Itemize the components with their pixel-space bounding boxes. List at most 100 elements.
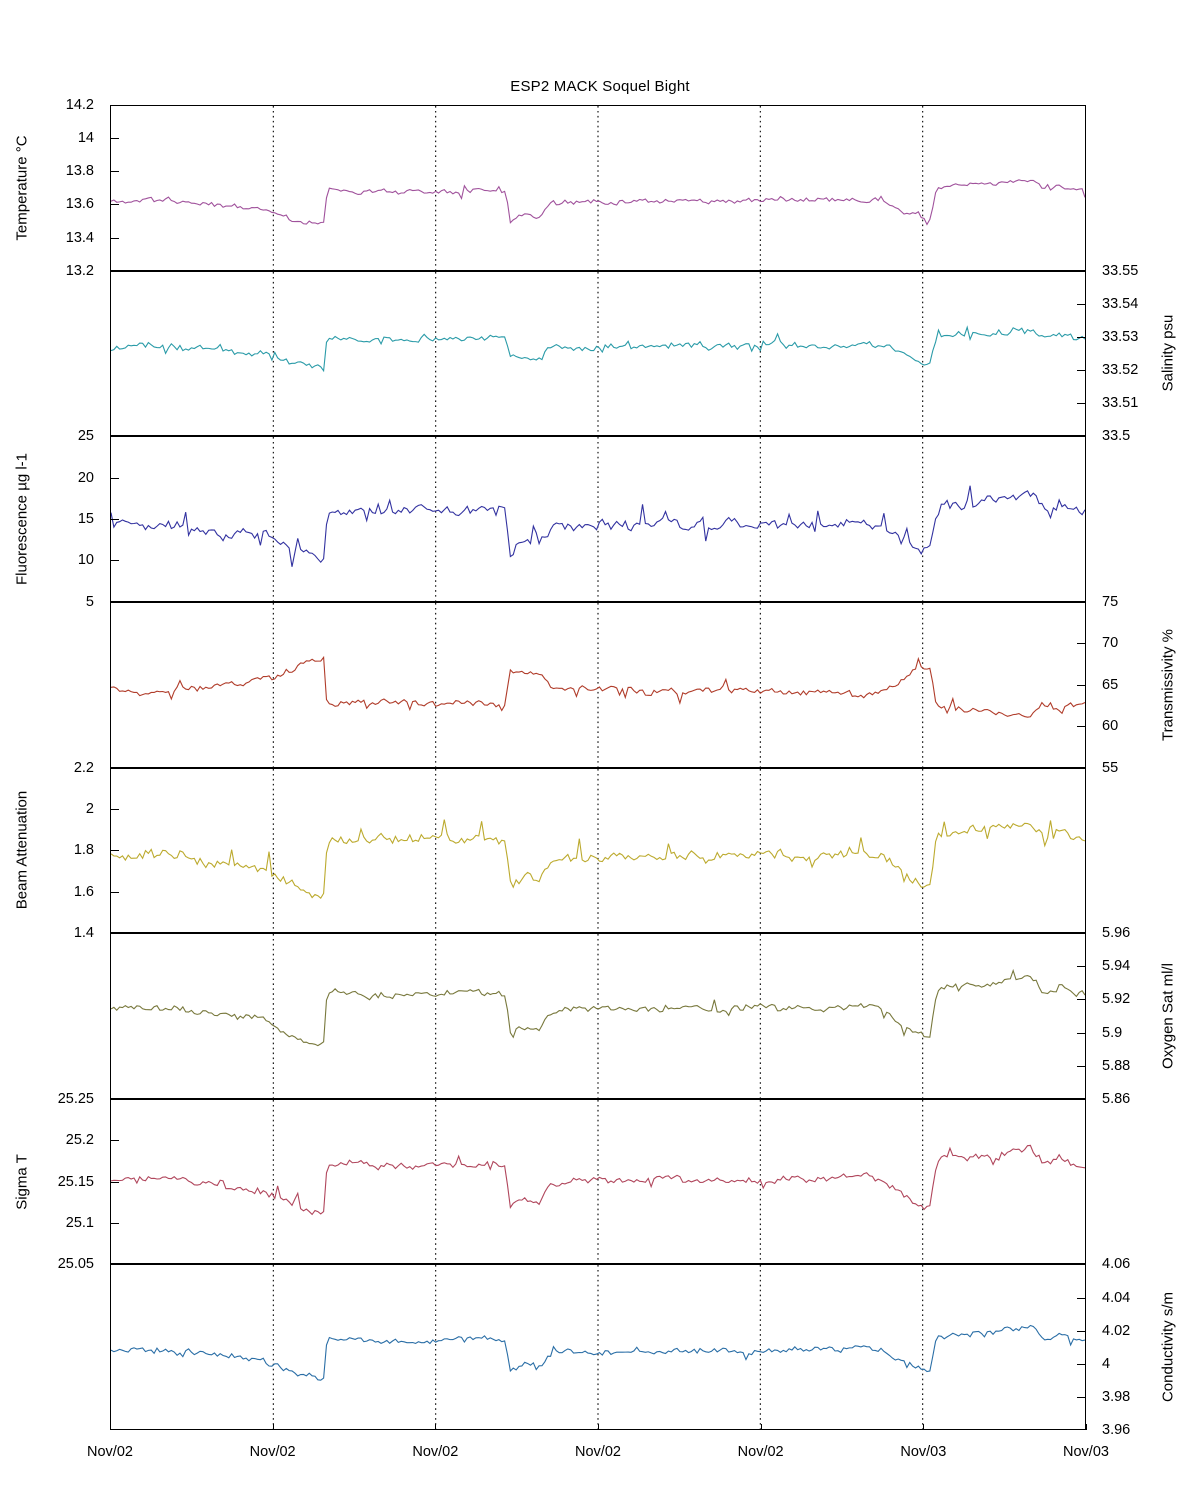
y-tick-label: 33.5 (1102, 428, 1131, 445)
y-tick-label: 33.54 (1102, 295, 1139, 312)
y-tick-label: 33.55 (1102, 262, 1139, 279)
y-tickmark (111, 1222, 119, 1224)
axis-title-beam_attenuation: Beam Attenuation (13, 791, 31, 910)
x-tickmark (110, 1424, 111, 1430)
x-tickmark (598, 1424, 599, 1430)
panel-temperature (110, 105, 1086, 271)
y-tick-label: 15 (77, 511, 94, 528)
series-conductivity (111, 1326, 1085, 1381)
series-transmissivity (111, 657, 1085, 717)
series-sigma_t (111, 1145, 1085, 1214)
y-tick-label: 13.4 (65, 229, 94, 246)
y-tickmark (1077, 403, 1085, 405)
panel-fluorescence (110, 436, 1086, 602)
y-tickmark (1077, 684, 1085, 686)
y-tickmark (1077, 1032, 1085, 1034)
y-tick-label: 1.8 (73, 842, 94, 859)
x-tick-label: Nov/02 (575, 1444, 621, 1460)
series-fluorescence (111, 486, 1085, 567)
y-tick-label: 5.86 (1102, 1090, 1131, 1107)
y-tickmark (1077, 966, 1085, 968)
y-tick-label: 25.1 (65, 1214, 94, 1231)
page-title: ESP2 MACK Soquel Bight (510, 78, 690, 95)
y-tick-label: 13.8 (65, 163, 94, 180)
panel-sigma_t (110, 1098, 1086, 1265)
axis-title-fluorescence: Fluorescence µg l-1 (13, 453, 31, 586)
y-tick-label: 75 (1102, 593, 1119, 610)
y-tick-label: 4.06 (1102, 1256, 1131, 1273)
y-tick-label: 33.53 (1102, 328, 1139, 345)
y-tick-label: 13.6 (65, 196, 94, 213)
y-tickmark (1077, 1396, 1085, 1398)
y-tickmark (111, 237, 119, 239)
x-tickmark (272, 1424, 274, 1430)
y-tickmark (111, 519, 119, 521)
y-tickmark (1077, 336, 1085, 338)
x-tick-label: Nov/02 (412, 1444, 459, 1460)
x-tick-label: Nov/03 (900, 1444, 947, 1460)
axis-title-salinity: Salinity psu (1159, 315, 1177, 392)
y-tick-label: 4 (1102, 1355, 1111, 1372)
y-tick-label: 20 (77, 469, 94, 486)
y-tick-label: 25.05 (57, 1256, 94, 1273)
axis-title-temperature: Temperature °C (13, 135, 31, 241)
axis-title-conductivity: Conductivity s/m (1159, 1292, 1177, 1403)
y-tickmark (1077, 726, 1085, 728)
y-tick-label: 1.6 (73, 883, 94, 900)
y-tickmark (111, 477, 119, 479)
y-tick-label: 25 (77, 428, 94, 445)
y-tick-label: 60 (1102, 718, 1119, 735)
y-tick-label: 70 (1102, 635, 1119, 652)
series-temperature (111, 180, 1085, 225)
y-tickmark (111, 808, 119, 810)
y-tick-label: 25.15 (57, 1173, 94, 1190)
y-tickmark (1077, 303, 1085, 305)
y-tick-label: 55 (1102, 759, 1119, 776)
y-tickmark (1077, 999, 1085, 1001)
y-tickmark (1077, 1330, 1085, 1332)
x-tickmark (1086, 1424, 1087, 1430)
panel-beam_attenuation (110, 767, 1086, 934)
y-tick-label: 4.02 (1102, 1322, 1131, 1339)
y-tick-label: 14 (77, 130, 94, 147)
y-tickmark (111, 850, 119, 852)
y-tick-label: 2 (85, 800, 94, 817)
y-tick-label: 33.52 (1102, 362, 1139, 378)
y-tick-label: 5.9 (1102, 1024, 1123, 1041)
axis-title-sigma_t: Sigma T (13, 1153, 31, 1210)
y-tick-label: 5 (85, 593, 94, 610)
y-tick-label: 25.2 (65, 1132, 94, 1149)
axis-title-oxygen_sat: Oxygen Sat ml/l (1159, 963, 1177, 1069)
panel-transmissivity (110, 601, 1086, 768)
y-tickmark (1077, 1065, 1085, 1067)
y-tick-label: 33.51 (1102, 395, 1139, 412)
x-tickmark (923, 1424, 925, 1430)
y-tickmark (111, 171, 119, 173)
y-tick-label: 5.92 (1102, 991, 1131, 1008)
x-tick-label: Nov/02 (737, 1444, 784, 1460)
x-tick-label: Nov/02 (249, 1444, 296, 1460)
y-tick-label: 2.2 (73, 759, 94, 776)
series-beam_attenuation (111, 819, 1085, 898)
y-tickmark (1077, 370, 1085, 371)
panel-oxygen_sat (110, 933, 1086, 1099)
y-tick-label: 5.88 (1102, 1057, 1131, 1074)
y-tick-label: 13.2 (65, 262, 94, 279)
axis-title-transmissivity: Transmissivity % (1159, 628, 1177, 741)
x-tickmark (760, 1424, 762, 1430)
y-tickmark (111, 891, 119, 893)
y-tickmark (111, 204, 119, 206)
y-tickmark (1077, 1363, 1085, 1365)
y-tick-label: 3.98 (1102, 1388, 1131, 1405)
y-tickmark (1077, 1297, 1085, 1299)
y-tick-label: 1.4 (73, 925, 94, 942)
y-tick-label: 25.25 (57, 1090, 94, 1107)
y-tickmark (111, 1140, 119, 1142)
y-tickmark (111, 138, 119, 140)
panel-conductivity (110, 1264, 1086, 1430)
series-oxygen_sat (111, 971, 1085, 1046)
x-tick-label: Nov/03 (1063, 1444, 1109, 1460)
y-tickmark (1077, 643, 1085, 645)
panel-salinity (110, 270, 1086, 437)
